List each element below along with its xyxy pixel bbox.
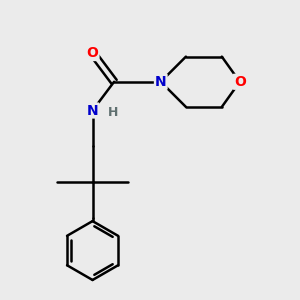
Text: O: O	[234, 75, 246, 89]
Text: N: N	[87, 103, 98, 118]
Text: H: H	[108, 106, 118, 119]
Text: N: N	[155, 75, 166, 89]
Text: O: O	[87, 46, 98, 60]
